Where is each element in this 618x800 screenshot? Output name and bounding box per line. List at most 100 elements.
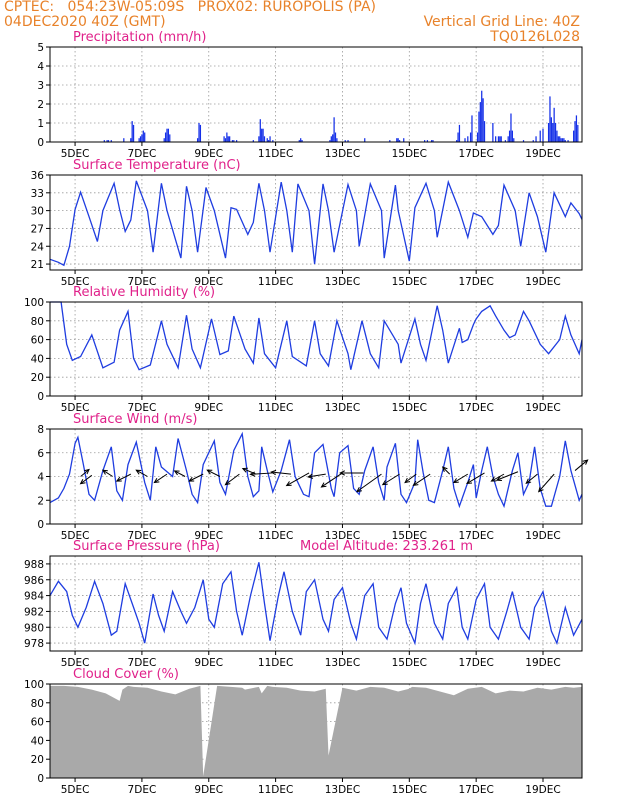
wind-arrow xyxy=(491,473,505,482)
precip-bar xyxy=(226,132,228,142)
wind-arrow-head xyxy=(84,468,90,475)
pres-ytick-label: 982 xyxy=(24,606,44,618)
wind-arrow xyxy=(496,471,519,481)
precip-bar xyxy=(483,121,486,142)
precip-bar xyxy=(557,136,559,142)
rh-frame xyxy=(49,301,583,397)
wind-arrow-head xyxy=(381,480,388,486)
precip-bar xyxy=(456,140,458,142)
precip-bar xyxy=(229,136,231,142)
precip-bar xyxy=(500,136,502,142)
rh-ytick-label: 100 xyxy=(24,297,44,309)
precip-bar xyxy=(476,132,479,142)
precip-bar xyxy=(563,138,565,142)
temp-xtick-label: 19DEC xyxy=(525,276,560,288)
wind-arrow xyxy=(413,473,431,486)
wind-arrow xyxy=(116,473,131,482)
precip-bar xyxy=(131,121,133,142)
wind-arrow-head xyxy=(135,469,142,475)
precip-bar xyxy=(513,138,515,142)
wind-arrow-head xyxy=(153,477,160,484)
precip-bar xyxy=(564,140,566,142)
wind-arrow xyxy=(382,473,400,486)
precip-bar xyxy=(539,130,541,142)
precip-bar xyxy=(574,121,576,142)
pres-ytick-label: 986 xyxy=(24,575,44,587)
rh-title: Relative Humidity (%) xyxy=(73,285,215,300)
precip-bar xyxy=(432,140,434,142)
wind-arrow-head xyxy=(339,470,345,476)
wind-arrow-head xyxy=(188,476,195,482)
wind-arrow xyxy=(80,474,93,485)
cloud-panel: Cloud Cover (%) 0 20 40 60 80 100 5DEC 7DEC 9DEC 1… xyxy=(24,667,583,796)
wind-arrow-head xyxy=(537,486,544,493)
precip-bar xyxy=(142,130,144,142)
precip-bar xyxy=(482,98,484,142)
pres-ytick-label: 984 xyxy=(24,591,44,603)
precip-bar xyxy=(457,132,459,142)
precip-bar xyxy=(336,138,338,142)
precip-bar xyxy=(522,140,525,142)
wind-arrow xyxy=(250,472,273,475)
precip-bar xyxy=(272,140,274,142)
precip-bar xyxy=(344,140,346,142)
rh-xtick-label: 5DEC xyxy=(61,402,90,414)
precip-bar xyxy=(504,140,507,142)
wind-arrow-head xyxy=(241,467,248,473)
wind-arrow-head xyxy=(495,476,502,481)
precip-bar xyxy=(492,123,494,142)
precip-xtick-label: 9DEC xyxy=(194,148,223,160)
wind-arrow xyxy=(356,473,382,493)
temp-xtick-label: 11DEC xyxy=(258,276,293,288)
temp-ytick-label: 27 xyxy=(31,223,44,235)
precip-bar xyxy=(430,140,433,142)
precip-bar xyxy=(139,136,142,142)
precip-xtick-label: 5DEC xyxy=(61,148,90,160)
precip-bar xyxy=(426,140,429,142)
wind-arrow-head xyxy=(249,471,256,477)
precip-bar xyxy=(268,140,270,142)
precip-title: Precipitation (mm/h) xyxy=(73,30,206,45)
precip-ytick-label: 3 xyxy=(37,80,44,92)
cloud-xtick-label: 17DEC xyxy=(458,784,493,796)
rh-xtick-label: 17DEC xyxy=(458,402,493,414)
cloud-title: Cloud Cover (%) xyxy=(73,667,179,682)
precip-bar xyxy=(132,124,135,142)
wind-arrow-head xyxy=(404,477,411,484)
wind-arrow xyxy=(466,472,485,484)
precip-bar xyxy=(167,128,170,142)
precip-bar xyxy=(458,124,461,142)
precip-bar xyxy=(103,140,105,142)
wind-xtick-label: 9DEC xyxy=(194,530,223,542)
rh-xtick-label: 11DEC xyxy=(258,402,293,414)
wind-arrow-head xyxy=(441,466,448,473)
header-model-id: TQ0126L028 xyxy=(490,29,580,45)
precip-bar xyxy=(198,123,200,142)
precip-bar xyxy=(398,140,401,142)
wind-arrow xyxy=(538,473,555,492)
pres-ytick-label: 980 xyxy=(24,622,44,634)
precip-bar xyxy=(552,123,554,142)
precip-bar xyxy=(364,138,366,142)
rh-xtick-label: 13DEC xyxy=(325,402,360,414)
precip-ytick-label: 2 xyxy=(37,99,44,111)
rh-xtick-label: 9DEC xyxy=(194,402,223,414)
precip-bar xyxy=(298,140,300,142)
precip-bar xyxy=(511,130,513,142)
pres-ytick-label: 978 xyxy=(24,638,44,650)
precip-bar xyxy=(252,140,254,142)
cloud-xtick-label: 5DEC xyxy=(61,784,90,796)
rh-xtick-label: 7DEC xyxy=(128,402,157,414)
wind-ytick-label: 0 xyxy=(37,519,44,531)
precip-xtick-label: 17DEC xyxy=(458,148,493,160)
precip-bar xyxy=(138,138,140,142)
precip-bar xyxy=(329,140,331,142)
wind-arrow xyxy=(271,471,291,475)
wind-xtick-label: 7DEC xyxy=(128,530,157,542)
precip-bar xyxy=(559,136,561,142)
precip-bar xyxy=(556,130,558,142)
cloud-xtick-label: 9DEC xyxy=(194,784,223,796)
precip-xtick-label: 15DEC xyxy=(392,148,427,160)
temp-ytick-label: 36 xyxy=(31,170,45,182)
